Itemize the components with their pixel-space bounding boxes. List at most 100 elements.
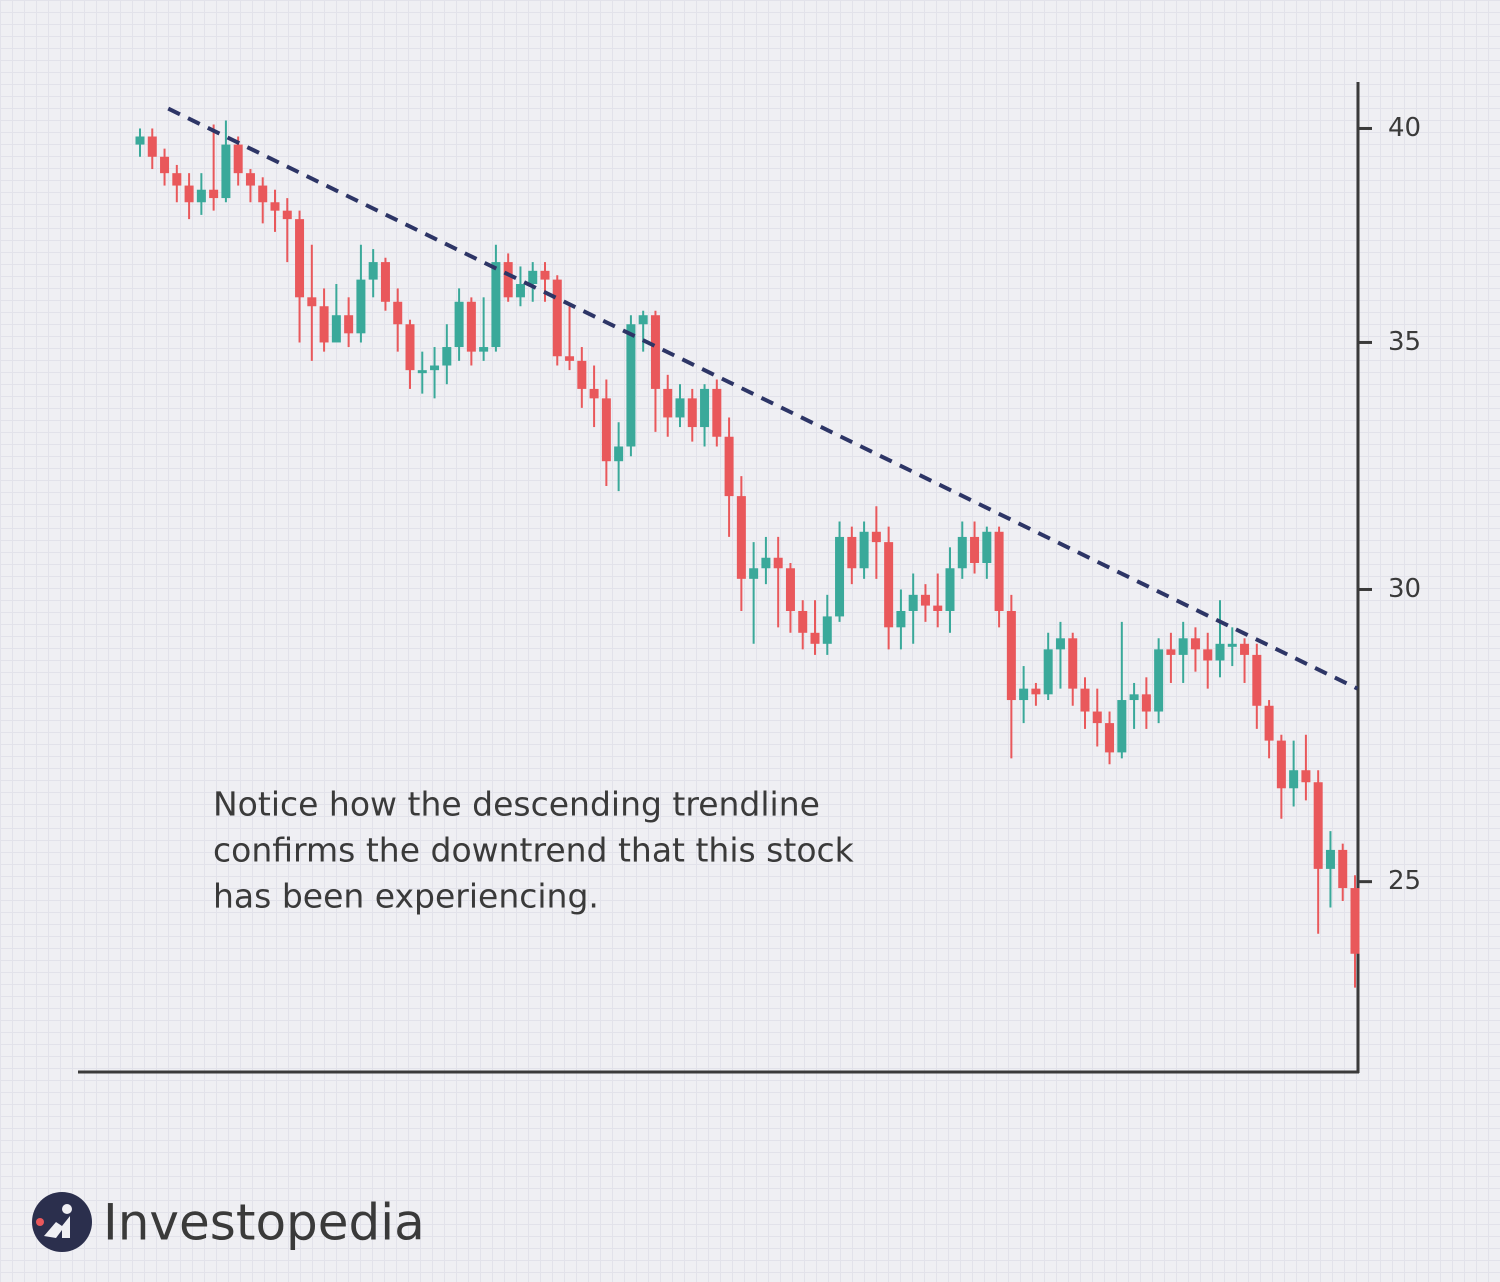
candle-body	[258, 185, 268, 203]
candle-body	[209, 189, 219, 199]
candle-body	[1264, 705, 1274, 741]
candle-body	[454, 301, 464, 348]
candle-body	[675, 398, 685, 418]
candle-body	[1178, 638, 1188, 655]
candle-body	[221, 144, 231, 199]
candle-body	[1166, 649, 1176, 655]
candle-body	[368, 262, 378, 280]
candle-body	[135, 136, 145, 145]
candle-body	[442, 347, 452, 366]
candle-body	[282, 210, 292, 220]
candle-body	[982, 531, 992, 563]
candle-body	[552, 279, 562, 357]
candle-body	[847, 536, 857, 569]
candle-body	[1080, 688, 1090, 712]
candle-body	[859, 531, 869, 569]
candle-body	[233, 144, 243, 174]
candle-body	[184, 185, 194, 203]
candle-body	[1203, 649, 1213, 661]
candle-body	[1325, 849, 1335, 869]
candle-body	[920, 594, 930, 606]
candle-body	[736, 496, 746, 579]
candle-body	[663, 388, 673, 418]
logo-dot	[62, 1204, 72, 1214]
candle-body	[650, 315, 660, 389]
candle-body	[515, 284, 525, 298]
logo-accent	[36, 1218, 44, 1226]
candle-body	[1289, 770, 1299, 789]
candle-body	[466, 301, 476, 352]
candle-body	[933, 605, 943, 611]
candle-body	[356, 279, 366, 334]
candle-body	[896, 610, 906, 628]
annotation: confirms the downtrend that this stock	[213, 831, 855, 870]
candle-body	[491, 262, 501, 348]
annotation: Notice how the descending trendline	[213, 785, 820, 824]
candle-body	[1105, 723, 1115, 753]
candle-body	[724, 436, 734, 497]
candle-body	[196, 189, 206, 203]
candle-body	[405, 324, 415, 371]
y-tick-label: 25	[1388, 866, 1421, 896]
logo-glyph	[44, 1216, 70, 1238]
logo-mark	[32, 1192, 92, 1252]
candle-body	[147, 136, 157, 157]
annotation: has been experiencing.	[213, 877, 599, 916]
candle-body	[1313, 782, 1323, 869]
candle-body	[1006, 610, 1016, 701]
y-tick-label: 30	[1388, 574, 1421, 604]
y-tick-label: 35	[1388, 327, 1421, 357]
candle-body	[319, 306, 329, 343]
candle-body	[172, 173, 182, 186]
candle-body	[331, 315, 341, 343]
candle-body	[957, 536, 967, 569]
candle-body	[417, 370, 427, 374]
candle-body	[245, 173, 255, 186]
candle-body	[577, 360, 587, 389]
candle-body	[1031, 688, 1041, 695]
candle-body	[344, 315, 354, 334]
candle-body	[1215, 643, 1225, 661]
candle-body	[1117, 700, 1127, 753]
candle-body	[638, 315, 648, 325]
candle-body	[1227, 643, 1237, 647]
candle-body	[994, 531, 1004, 611]
candle-body	[700, 388, 710, 428]
candle-body	[1129, 694, 1139, 701]
candle-body	[761, 557, 771, 569]
candle-body	[884, 542, 894, 628]
candle-body	[160, 156, 170, 174]
candle-body	[307, 297, 317, 307]
candle-body	[835, 536, 845, 617]
candle-body	[798, 610, 808, 633]
candle-body	[601, 398, 611, 462]
logo	[32, 1192, 92, 1252]
candle-body	[528, 270, 538, 285]
y-tick-label: 40	[1388, 113, 1421, 143]
candle-body	[749, 568, 759, 579]
candle-body	[1190, 638, 1200, 650]
candle-body	[393, 301, 403, 325]
candle-body	[270, 202, 280, 211]
candle-body	[1055, 638, 1065, 650]
candle-body	[945, 568, 955, 611]
candle-body	[712, 388, 722, 437]
candle-body	[1141, 694, 1151, 712]
candle-body	[565, 356, 575, 361]
candle-body	[614, 446, 624, 462]
candle-body	[1350, 888, 1360, 954]
candle-body	[785, 568, 795, 611]
candle-body	[1276, 740, 1286, 789]
candle-body	[773, 557, 783, 569]
candle-body	[540, 270, 550, 280]
candle-body	[908, 594, 918, 611]
candle-body	[430, 365, 440, 371]
candle-body	[1301, 770, 1311, 783]
candle-body	[1019, 688, 1029, 701]
candle-body	[687, 398, 697, 428]
candle-body	[626, 324, 636, 447]
candle-body	[1092, 711, 1102, 724]
candle-body	[1338, 849, 1348, 889]
candle-body	[1240, 643, 1250, 655]
